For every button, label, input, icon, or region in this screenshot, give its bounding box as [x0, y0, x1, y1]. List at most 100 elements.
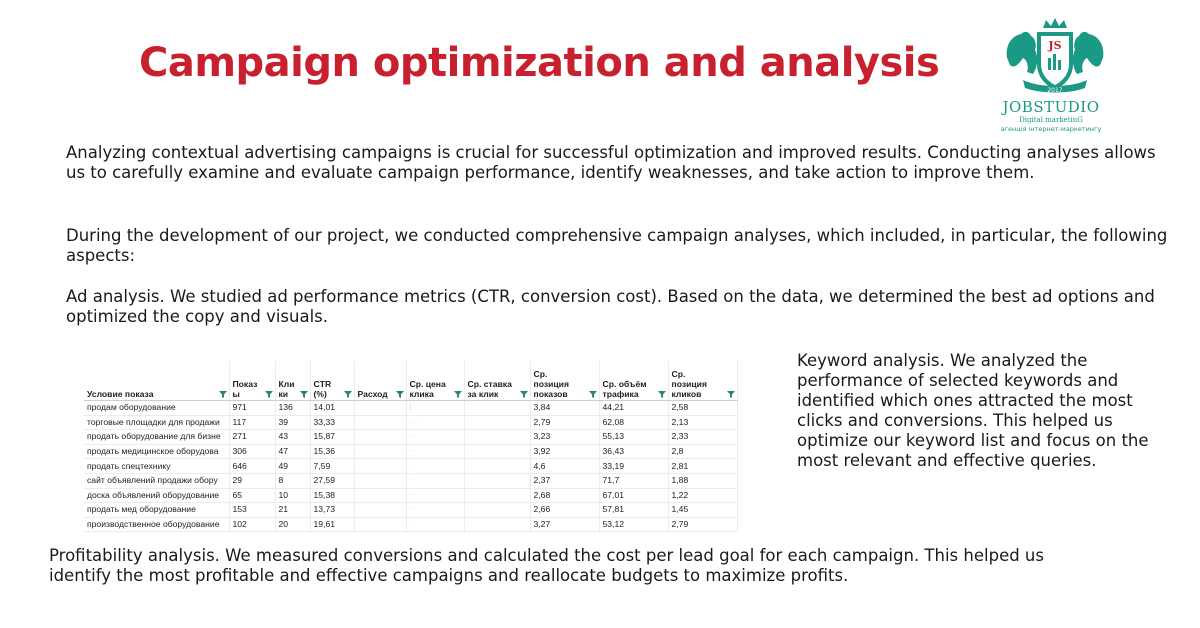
column-header-impressions: Показ ы — [229, 361, 276, 401]
column-header-spend: Расход — [354, 361, 407, 401]
filter-icon — [657, 391, 666, 398]
table-cell-avg-impression-position: 3,84 — [530, 400, 600, 416]
table-cell-avg-click-position: 1,22 — [668, 488, 738, 504]
table-cell-ctr: 14,01 — [310, 400, 355, 416]
table-cell-ctr: 7,59 — [310, 458, 355, 474]
table-cell-avg-traffic-volume: 55,13 — [599, 429, 669, 445]
table-cell-clicks: 47 — [275, 444, 311, 460]
svg-text:2017: 2017 — [1047, 87, 1062, 94]
table-cell-avg-click-position: 2,81 — [668, 458, 738, 474]
column-header-label: Ср. ставка за клик — [467, 379, 512, 399]
table-cell-impressions: 971 — [229, 400, 276, 416]
table-cell-condition: продать мед оборудование — [84, 502, 230, 518]
table-cell-ctr: 15,87 — [310, 429, 355, 445]
column-header-clicks: Кли ки — [275, 361, 311, 401]
ad-analysis-paragraph: Ad analysis. We studied ad performance m… — [66, 287, 1155, 326]
filter-icon — [588, 391, 597, 398]
table-cell-avg-click-position: 2,8 — [668, 444, 738, 460]
table-cell-avg-traffic-volume: 71,7 — [599, 473, 669, 489]
table-row: продать медицинское оборудова 306 47 15,36 ·… — [84, 444, 738, 460]
filter-icon — [299, 391, 308, 398]
table-cell-avg-bid — [464, 517, 531, 533]
table-cell-clicks: 10 — [275, 488, 311, 504]
filter-icon — [218, 391, 227, 398]
table-row: доска объявлений оборудование 65 10 15,38 ·:… — [84, 488, 738, 504]
table-cell-ctr: 33,33 — [310, 415, 355, 431]
table-row: продать оборудование для бизне 271 43 15,87… — [84, 429, 738, 445]
intro-paragraph: Analyzing contextual advertising campaig… — [66, 143, 1156, 182]
column-header-label: Ср. объём трафика — [602, 379, 647, 399]
table-cell-avg-cpc: ·· — [406, 473, 465, 489]
table-cell-avg-cpc: ·· — [406, 444, 465, 460]
column-header-label: Показ ы — [232, 379, 258, 399]
table-cell-impressions: 646 — [229, 458, 276, 474]
table-cell-ctr: 27,59 — [310, 473, 355, 489]
table-cell-avg-cpc: ·:· — [406, 488, 465, 504]
table-cell-impressions: 271 — [229, 429, 276, 445]
table-cell-avg-traffic-volume: 36,43 — [599, 444, 669, 460]
column-header-ctr: CTR (%) — [310, 361, 355, 401]
filter-icon — [519, 391, 528, 398]
table-cell-condition: продать медицинское оборудова — [84, 444, 230, 460]
table-cell-avg-bid — [464, 458, 531, 474]
table-cell-spend — [354, 488, 407, 504]
logo-tagline: агенція інтернет-маркетингу — [1000, 125, 1102, 133]
table-cell-condition: торговые площадки для продажи — [84, 415, 230, 431]
table-cell-avg-cpc: ·· — [406, 502, 465, 518]
page-title: Campaign optimization and analysis — [139, 40, 940, 86]
table-cell-spend — [354, 429, 407, 445]
table-cell-clicks: 49 — [275, 458, 311, 474]
table-cell-impressions: 153 — [229, 502, 276, 518]
table-cell-avg-impression-position: 3,92 — [530, 444, 600, 460]
column-header-label: Условие показа — [87, 389, 154, 399]
table-cell-avg-traffic-volume: 44,21 — [599, 400, 669, 416]
table-cell-spend — [354, 400, 407, 416]
column-header-avg-traffic-volume: Ср. объём трафика — [599, 361, 669, 401]
development-paragraph: During the development of our project, w… — [66, 226, 1168, 265]
table-cell-spend — [354, 415, 407, 431]
table-cell-spend — [354, 502, 407, 518]
table-cell-ctr: 15,36 — [310, 444, 355, 460]
table-cell-avg-bid — [464, 473, 531, 489]
column-header-avg-click-position: Ср. позиция кликов — [668, 361, 738, 401]
table-cell-clicks: 20 — [275, 517, 311, 533]
table-row: продам оборудование 971 136 14,01 ¦ 3,84 44,21… — [84, 400, 738, 416]
column-header-label: Ср. позиция кликов — [671, 369, 707, 399]
table-cell-avg-impression-position: 2,79 — [530, 415, 600, 431]
crest-icon: JS 2017 — [1006, 18, 1104, 94]
table-cell-ctr: 15,38 — [310, 488, 355, 504]
column-header-avg-bid: Ср. ставка за клик — [464, 361, 531, 401]
table-cell-avg-click-position: 2,58 — [668, 400, 738, 416]
table-cell-avg-bid — [464, 400, 531, 416]
table-cell-spend — [354, 517, 407, 533]
table-cell-avg-click-position: 2,13 — [668, 415, 738, 431]
table-cell-condition: продать оборудование для бизне — [84, 429, 230, 445]
table-cell-avg-impression-position: 2,37 — [530, 473, 600, 489]
table-cell-avg-traffic-volume: 53,12 — [599, 517, 669, 533]
table-cell-avg-traffic-volume: 62,08 — [599, 415, 669, 431]
keyword-stats-table-screenshot: Условие показа Показ ы Кли ки CTR (%) Расход… — [84, 361, 744, 533]
column-header-label: Расход — [357, 389, 388, 399]
table-row: сайт объявлений продажи обору 29 8 27,59 ·· 2… — [84, 473, 738, 489]
table-cell-impressions: 117 — [229, 415, 276, 431]
table-cell-spend — [354, 458, 407, 474]
keyword-stats-table: Условие показа Показ ы Кли ки CTR (%) Расход… — [84, 361, 738, 533]
filter-icon — [343, 391, 352, 398]
table-cell-avg-impression-position: 4,6 — [530, 458, 600, 474]
table-cell-clicks: 43 — [275, 429, 311, 445]
table-cell-clicks: 39 — [275, 415, 311, 431]
column-header-label: CTR (%) — [313, 379, 332, 399]
table-cell-avg-bid — [464, 415, 531, 431]
table-cell-avg-bid — [464, 444, 531, 460]
table-cell-clicks: 8 — [275, 473, 311, 489]
filter-icon — [726, 391, 735, 398]
table-cell-condition: продам оборудование — [84, 400, 230, 416]
filter-icon — [453, 391, 462, 398]
table-cell-avg-cpc: · — [406, 458, 465, 474]
table-row: продать спецтехнику 646 49 7,59 · 4,6 33,19 2,8… — [84, 458, 738, 474]
table-cell-avg-click-position: 1,45 — [668, 502, 738, 518]
profitability-paragraph: Profitability analysis. We measured conv… — [49, 546, 1044, 585]
column-header-label: Ср. позиция показов — [533, 369, 569, 399]
table-cell-spend — [354, 473, 407, 489]
table-cell-avg-traffic-volume: 67,01 — [599, 488, 669, 504]
